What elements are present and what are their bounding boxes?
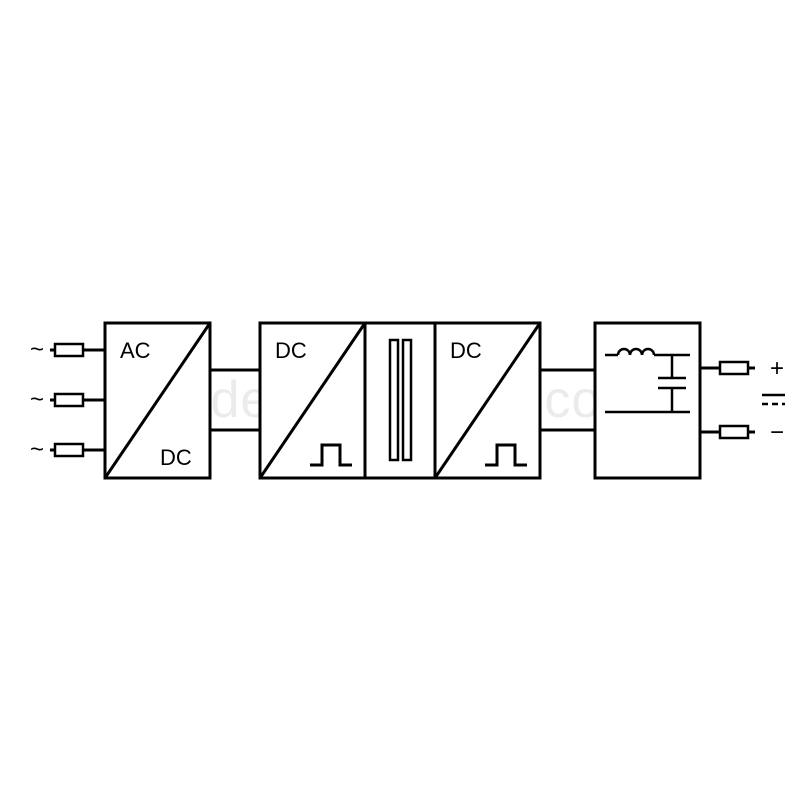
bar-icon (390, 340, 398, 460)
tilde-icon: ~ (30, 436, 44, 463)
input-terminal-2: ~ (30, 386, 105, 413)
label-dc: DC (275, 338, 307, 363)
tilde-icon: ~ (30, 386, 44, 413)
block-dc-pulse-2: DC (435, 323, 540, 478)
connection-1 (210, 370, 260, 430)
dc-symbol-icon (762, 395, 785, 404)
block-diagram-svg: ~ ~ ~ AC DC DC (0, 0, 800, 800)
label-dc: DC (160, 445, 192, 470)
label-ac: AC (120, 338, 151, 363)
input-terminal-3: ~ (30, 436, 105, 463)
block-lc-filter (595, 323, 700, 478)
input-terminal-1: ~ (30, 336, 105, 363)
block-acdc: AC DC (105, 323, 210, 478)
diagram-canvas: it.idealtekpower.com ~ ~ ~ AC DC (0, 0, 800, 800)
connection-2 (540, 370, 595, 430)
minus-icon: − (770, 419, 784, 446)
output-terminal-neg: − (700, 419, 784, 446)
block-dc-pulse-1: DC (260, 323, 365, 478)
plus-icon: + (770, 355, 784, 382)
label-dc: DC (450, 338, 482, 363)
bar-icon (403, 340, 411, 460)
output-terminal-pos: + (700, 355, 784, 382)
block-isolation (365, 323, 435, 478)
tilde-icon: ~ (30, 336, 44, 363)
